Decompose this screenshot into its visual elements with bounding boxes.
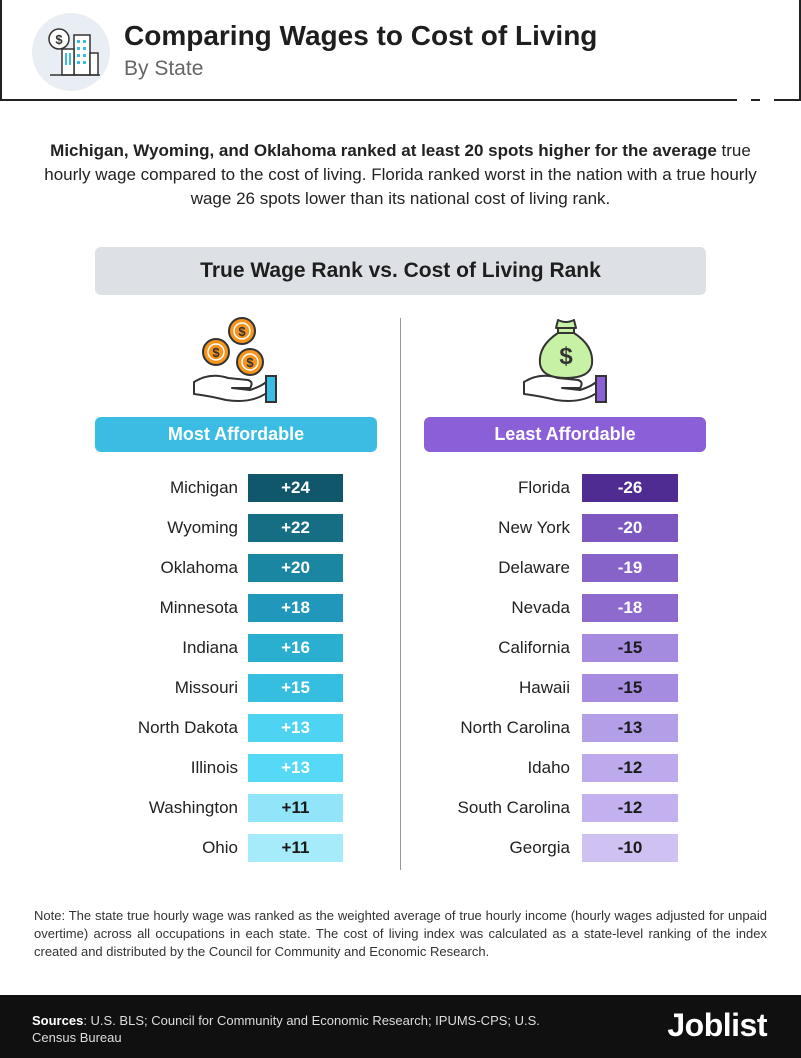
- header-notch: [760, 97, 774, 101]
- chart-title: True Wage Rank vs. Cost of Living Rank: [95, 247, 706, 295]
- state-name: Hawaii: [518, 678, 570, 697]
- state-name: Michigan: [169, 478, 238, 497]
- hand-coins-icon: $ $ $: [190, 316, 282, 413]
- most-affordable-row: Indiana +16: [0, 634, 801, 662]
- least-affordable-row: Georgia -10: [0, 834, 801, 862]
- hand-money-bag-icon: $: [520, 316, 612, 413]
- rank-difference-bar: +15: [248, 674, 343, 702]
- least-affordable-header: Least Affordable: [424, 417, 706, 452]
- most-affordable-row: Washington +11: [0, 794, 801, 822]
- rank-difference-bar: +13: [248, 714, 343, 742]
- state-name: Georgia: [509, 838, 570, 857]
- least-affordable-row: Hawaii -15: [0, 674, 801, 702]
- page-header: $ Comparing Wages to Cost of Living By S…: [0, 0, 801, 101]
- state-name: Nevada: [511, 598, 570, 617]
- sources-list: : U.S. BLS; Council for Community and Ec…: [32, 1013, 540, 1045]
- most-affordable-row: Illinois +13: [0, 754, 801, 782]
- intro-text: Michigan, Wyoming, and Oklahoma ranked a…: [40, 139, 761, 211]
- most-affordable-row: Oklahoma +20: [0, 554, 801, 582]
- rank-difference-bar: +22: [248, 514, 343, 542]
- most-affordable-row: Wyoming +22: [0, 514, 801, 542]
- state-name: Missouri: [174, 678, 238, 697]
- state-name: California: [498, 638, 570, 657]
- rank-difference-bar: -19: [582, 554, 678, 582]
- rank-difference-bar: +16: [248, 634, 343, 662]
- sources-text: Sources: U.S. BLS; Council for Community…: [32, 1012, 572, 1046]
- most-affordable-header: Most Affordable: [95, 417, 377, 452]
- least-affordable-row: Delaware -19: [0, 554, 801, 582]
- least-affordable-row: Idaho -12: [0, 754, 801, 782]
- state-name: Delaware: [498, 558, 570, 577]
- joblist-logo: Joblist: [667, 1007, 767, 1043]
- rank-difference-bar: -10: [582, 834, 678, 862]
- header-notch: [737, 97, 751, 101]
- rank-difference-bar: +24: [248, 474, 343, 502]
- rank-difference-bar: -12: [582, 794, 678, 822]
- page-title: Comparing Wages to Cost of Living: [124, 20, 598, 51]
- least-affordable-row: California -15: [0, 634, 801, 662]
- state-name: New York: [498, 518, 570, 537]
- most-affordable-row: Missouri +15: [0, 674, 801, 702]
- rank-difference-bar: -26: [582, 474, 678, 502]
- state-name: Indiana: [182, 638, 238, 657]
- rank-difference-bar: -15: [582, 634, 678, 662]
- intro-lead: Michigan, Wyoming, and Oklahoma ranked a…: [50, 141, 717, 160]
- rank-difference-bar: -15: [582, 674, 678, 702]
- rank-difference-bar: +11: [248, 834, 343, 862]
- most-affordable-row: Minnesota +18: [0, 594, 801, 622]
- rank-difference-bar: +11: [248, 794, 343, 822]
- svg-text:$: $: [55, 32, 63, 47]
- least-affordable-row: South Carolina -12: [0, 794, 801, 822]
- rank-difference-bar: -13: [582, 714, 678, 742]
- state-name: Idaho: [527, 758, 570, 777]
- page-footer: Sources: U.S. BLS; Council for Community…: [0, 995, 801, 1058]
- state-name: Ohio: [202, 838, 238, 857]
- state-name: South Carolina: [457, 798, 570, 817]
- header-right-rule: [799, 0, 801, 101]
- most-affordable-row: North Dakota +13: [0, 714, 801, 742]
- state-name: Washington: [148, 798, 238, 817]
- rank-difference-bar: +18: [248, 594, 343, 622]
- state-name: North Dakota: [137, 718, 238, 737]
- most-affordable-row: Michigan +24: [0, 474, 801, 502]
- column-divider: [400, 318, 401, 870]
- svg-text:$: $: [238, 324, 246, 339]
- rank-difference-bar: -18: [582, 594, 678, 622]
- sources-label: Sources: [32, 1013, 84, 1028]
- methodology-note: Note: The state true hourly wage was ran…: [34, 908, 767, 959]
- city-dollar-icon: $: [32, 13, 110, 91]
- state-name: Oklahoma: [160, 558, 238, 577]
- rank-difference-bar: -12: [582, 754, 678, 782]
- svg-text:$: $: [559, 343, 573, 370]
- svg-text:$: $: [246, 355, 254, 370]
- rank-difference-bar: +20: [248, 554, 343, 582]
- intro-body: true hourly wage compared to the cost of…: [44, 141, 757, 208]
- rank-difference-bar: +13: [248, 754, 343, 782]
- state-name: Minnesota: [159, 598, 238, 617]
- header-left-rule: [0, 0, 2, 101]
- least-affordable-row: New York -20: [0, 514, 801, 542]
- most-affordable-row: Ohio +11: [0, 834, 801, 862]
- page-subtitle: By State: [124, 57, 204, 80]
- state-name: North Carolina: [460, 718, 570, 737]
- rank-difference-bar: -20: [582, 514, 678, 542]
- state-name: Florida: [518, 478, 570, 497]
- least-affordable-row: Florida -26: [0, 474, 801, 502]
- svg-text:$: $: [212, 345, 220, 360]
- state-name: Wyoming: [167, 518, 238, 537]
- state-name: Illinois: [190, 758, 238, 777]
- least-affordable-row: Nevada -18: [0, 594, 801, 622]
- least-affordable-row: North Carolina -13: [0, 714, 801, 742]
